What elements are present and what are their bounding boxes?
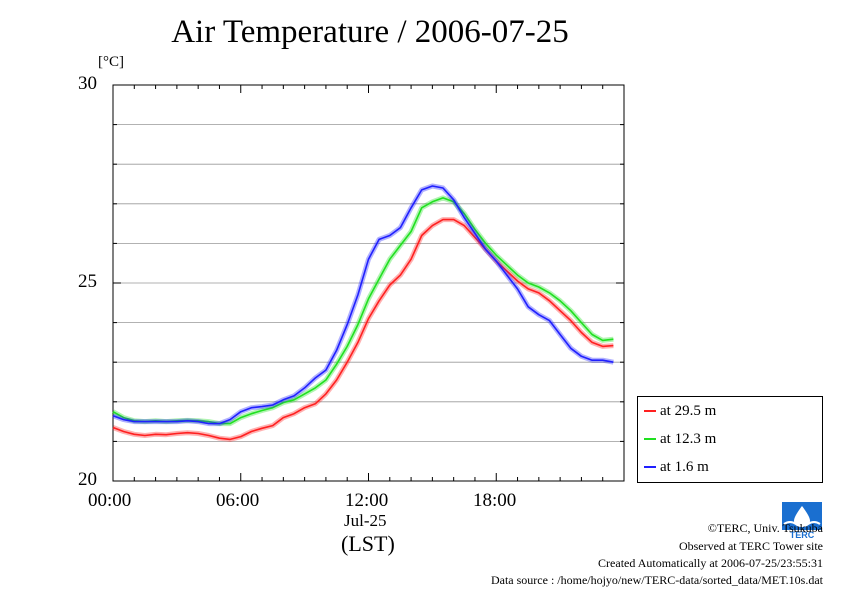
series-group (111, 183, 614, 442)
legend-entry: at 29.5 m (644, 401, 716, 421)
created-note: Created Automatically at 2006-07-25/23:5… (598, 556, 823, 570)
legend-entry: at 1.6 m (644, 457, 709, 477)
legend-label: at 29.5 m (660, 402, 717, 419)
copyright-note: ©TERC, Univ. Tsukuba (707, 521, 823, 535)
y-axis-unit: [°C] (98, 54, 124, 70)
x-tick-label: 06:00 (216, 490, 260, 511)
y-tick-label: 20 (78, 469, 97, 490)
logo-text: TERC (790, 530, 815, 540)
legend-swatch (644, 410, 656, 412)
legend-entry: at 12.3 m (644, 429, 716, 449)
data-source-note: Data source : /home/hojyo/new/TERC-data/… (490, 573, 823, 587)
legend-label: at 1.6 m (660, 458, 709, 475)
y-tick-label: 30 (78, 73, 97, 94)
x-axis-label: (LST) (341, 531, 395, 556)
grid-lines (113, 124, 624, 442)
series-line-0 (112, 218, 614, 441)
chart-title: Air Temperature / 2006-07-25 (171, 14, 569, 50)
legend: at 29.5 m at 12.3 m at 1.6 m (637, 396, 823, 483)
x-date-label: Jul-25 (344, 511, 387, 530)
series-line-1 (112, 197, 614, 425)
observed-note: Observed at TERC Tower site (678, 539, 823, 553)
x-tick-label: 12:00 (345, 490, 389, 511)
y-tick-label: 25 (78, 271, 97, 292)
series-line-2 (112, 185, 614, 425)
series-halo-2 (112, 183, 614, 427)
terc-logo: TERC (782, 502, 822, 540)
legend-swatch (644, 466, 656, 468)
legend-swatch (644, 438, 656, 440)
axis-ticks (112, 84, 625, 482)
legend-label: at 12.3 m (660, 430, 717, 447)
x-tick-label: 18:00 (473, 490, 517, 511)
x-tick-label: 00:00 (88, 490, 132, 511)
